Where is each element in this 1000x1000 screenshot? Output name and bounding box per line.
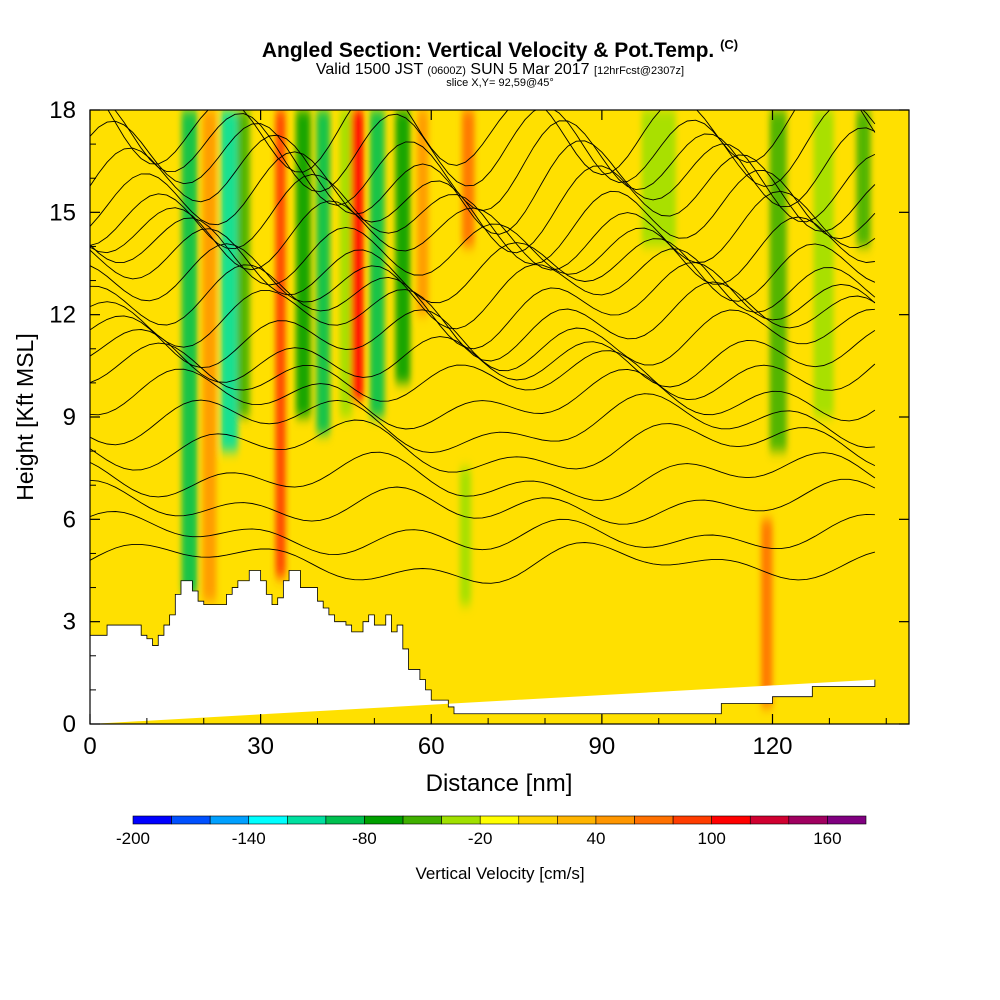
- isentropes: [90, 110, 876, 584]
- colorbar-swatch: [827, 815, 867, 825]
- velocity-streak: [181, 110, 198, 595]
- isentrope-line: [90, 190, 876, 271]
- colorbar-swatch: [364, 815, 404, 825]
- velocity-streak: [761, 519, 773, 707]
- colorbar-swatch: [788, 815, 828, 825]
- isentrope-line: [90, 228, 876, 304]
- y-tick-label: 15: [49, 199, 76, 226]
- colorbar-swatch: [402, 815, 442, 825]
- x-tick-label: 120: [752, 733, 792, 760]
- isentrope-line: [90, 451, 876, 501]
- colorbar-swatch: [209, 815, 250, 825]
- slice-info: slice X,Y= 92,59@45°: [446, 77, 554, 89]
- chart-title-main: Angled Section: Vertical Velocity & Pot.…: [261, 39, 715, 62]
- colorbar-tick-label: 100: [697, 829, 725, 848]
- isentrope-line: [90, 342, 876, 402]
- colorbar-tick-label: -20: [468, 829, 493, 848]
- isentrope-line: [90, 281, 876, 362]
- velocity-streak: [461, 110, 475, 247]
- isentrope-line: [107, 110, 876, 176]
- isentrope-line: [90, 368, 876, 430]
- colorbar-label: Vertical Velocity [cm/s]: [415, 864, 585, 883]
- x-axis-label: Distance [nm]: [426, 770, 573, 797]
- velocity-streak: [316, 110, 331, 435]
- velocity-streak: [369, 110, 385, 417]
- isentrope-line: [90, 393, 875, 454]
- colorbar-swatch: [287, 815, 327, 825]
- y-tick-label: 12: [49, 302, 76, 329]
- isentrope-line: [90, 308, 875, 372]
- colorbar-swatch: [595, 815, 635, 825]
- isentrope-line: [90, 542, 876, 584]
- velocity-streak: [339, 110, 353, 417]
- velocity-streak: [295, 110, 311, 417]
- x-tick-label: 0: [83, 733, 96, 760]
- colorbar-swatch: [171, 815, 211, 825]
- isentrope-line: [114, 110, 876, 193]
- velocity-streak: [459, 468, 472, 605]
- velocity-streak: [769, 110, 787, 452]
- colorbar-swatch: [634, 815, 674, 825]
- isentrope-line: [90, 262, 876, 350]
- colorbar-swatch: [672, 815, 712, 825]
- colorbar-swatch: [479, 815, 520, 825]
- colorbar-swatch: [325, 815, 365, 825]
- y-tick-label: 18: [49, 97, 76, 124]
- velocity-streak: [220, 110, 238, 452]
- isentrope-line: [90, 419, 876, 473]
- isentrope-line: [90, 169, 876, 265]
- forecast-info: [12hrFcst@2307z]: [594, 65, 685, 77]
- valid-date: SUN 5 Mar 2017: [470, 61, 590, 78]
- colorbar-swatch: [557, 815, 597, 825]
- isentrope-line: [90, 120, 876, 212]
- isentrope-line: [90, 511, 875, 556]
- y-tick-label: 0: [63, 711, 76, 738]
- colorbar-tick-label: 160: [813, 829, 841, 848]
- x-tick-label: 30: [247, 733, 274, 760]
- terrain: [90, 570, 876, 724]
- colorbar-swatch: [248, 815, 288, 825]
- colorbar-swatch: [132, 815, 172, 825]
- isentrope-line: [90, 478, 876, 525]
- velocity-streak: [202, 110, 217, 602]
- colorbar-tick-label: 40: [586, 829, 605, 848]
- colorbar-swatch: [441, 815, 481, 825]
- colorbar-swatch: [711, 815, 751, 825]
- colorbar: -200 -140 -80 -20 40 100 160: [116, 815, 867, 848]
- colorbar-tick-label: -140: [232, 829, 266, 848]
- x-tick-label: 90: [589, 733, 616, 760]
- y-tick-label: 3: [63, 609, 76, 636]
- colorbar-tick-label: -200: [116, 829, 150, 848]
- y-axis: 0 3 6 9 12 15 18: [49, 97, 909, 738]
- valid-time: Valid 1500 JST: [315, 61, 423, 78]
- velocity-streak: [813, 110, 834, 417]
- velocity-streak: [856, 110, 871, 247]
- velocity-streak: [351, 110, 364, 400]
- velocity-streak: [275, 110, 286, 578]
- colorbar-swatch: [749, 815, 790, 825]
- y-axis-label: Height [Kft MSL]: [12, 333, 38, 500]
- chart-subtitle: Valid 1500 JST (0600Z) SUN 5 Mar 2017 [1…: [0, 61, 1000, 79]
- y-tick-label: 6: [63, 506, 76, 533]
- colorbar-swatch: [518, 815, 558, 825]
- isentrope-line: [90, 134, 876, 235]
- colorbar-tick-label: -80: [352, 829, 377, 848]
- velocity-streak: [395, 110, 411, 383]
- x-tick-label: 60: [418, 733, 445, 760]
- chart-title: Angled Section: Vertical Velocity & Pot.…: [0, 37, 1000, 63]
- plot-area: [90, 110, 909, 724]
- valid-zulu: (0600Z): [427, 65, 466, 77]
- chart-title-suffix: (C): [720, 37, 739, 52]
- x-axis: 0 30 60 90 120: [83, 110, 887, 760]
- y-tick-label: 9: [63, 404, 76, 431]
